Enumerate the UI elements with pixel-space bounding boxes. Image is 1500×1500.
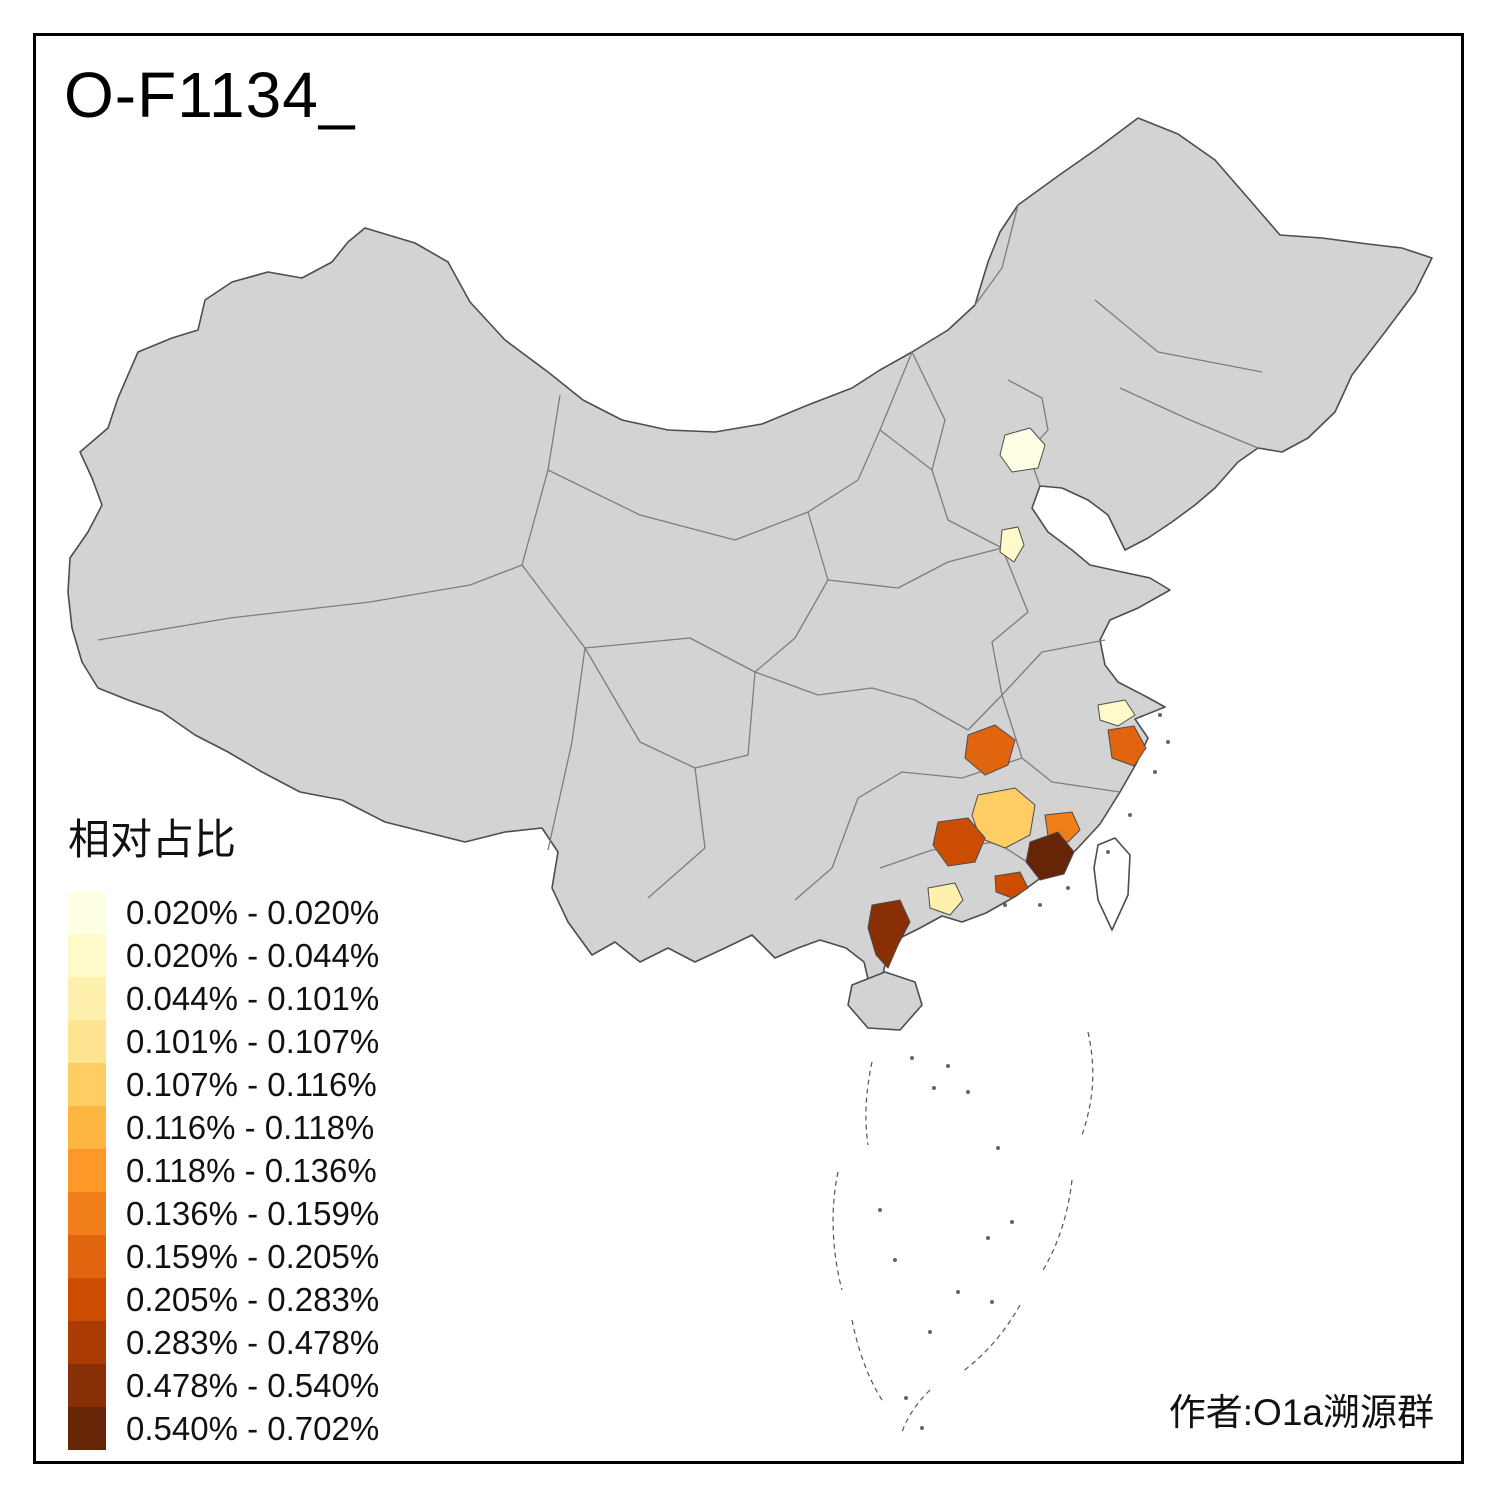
legend-label: 0.159% - 0.205% (126, 1237, 380, 1275)
legend-swatch (68, 1149, 106, 1192)
legend-item: 0.136% - 0.159% (68, 1192, 379, 1235)
legend-label: 0.044% - 0.101% (126, 979, 380, 1017)
legend-item: 0.044% - 0.101% (68, 977, 379, 1020)
legend-item: 0.020% - 0.044% (68, 934, 379, 977)
legend-item: 0.478% - 0.540% (68, 1364, 379, 1407)
legend: 相对占比 0.020% - 0.020% 0.020% - 0.044% 0.0… (68, 806, 379, 1450)
legend-swatch (68, 891, 106, 934)
legend-item: 0.205% - 0.283% (68, 1278, 379, 1321)
highlight-region-3 (1097, 699, 1136, 727)
legend-label: 0.101% - 0.107% (126, 1022, 380, 1060)
legend-swatch (68, 1407, 106, 1450)
legend-item: 0.118% - 0.136% (68, 1149, 379, 1192)
hainan-island (847, 971, 923, 1031)
legend-swatch (68, 1063, 106, 1106)
highlight-region-12 (867, 899, 911, 969)
legend-label: 0.118% - 0.136% (126, 1151, 377, 1189)
highlight-region-10 (927, 882, 964, 916)
legend-swatch (68, 1192, 106, 1235)
legend-swatch (68, 1364, 106, 1407)
highlight-region-9 (1025, 831, 1075, 881)
legend-swatch (68, 1235, 106, 1278)
highlight-region-2 (999, 526, 1025, 563)
attribution: 作者:O1a溯源群 (1168, 1392, 1434, 1433)
legend-label: 0.205% - 0.283% (126, 1280, 380, 1318)
highlight-regions (867, 427, 1147, 969)
legend-label: 0.107% - 0.116% (126, 1065, 377, 1103)
legend-item: 0.159% - 0.205% (68, 1235, 379, 1278)
south-china-sea-dashes (832, 713, 1170, 1433)
highlight-region-11 (994, 871, 1029, 899)
highlight-region-6 (971, 787, 1036, 849)
legend-label: 0.283% - 0.478% (126, 1323, 380, 1361)
taiwan-island (1093, 837, 1131, 931)
legend-item: 0.020% - 0.020% (68, 891, 379, 934)
legend-item: 0.116% - 0.118% (68, 1106, 379, 1149)
highlight-region-7 (932, 817, 986, 867)
legend-swatch (68, 934, 106, 977)
legend-swatch (68, 1020, 106, 1063)
legend-item: 0.101% - 0.107% (68, 1020, 379, 1063)
highlight-region-4 (964, 724, 1016, 776)
highlight-region-5 (1107, 725, 1147, 767)
legend-item: 0.283% - 0.478% (68, 1321, 379, 1364)
legend-title: 相对占比 (68, 816, 237, 863)
legend-item: 0.540% - 0.702% (68, 1407, 379, 1450)
china-mainland (67, 117, 1433, 997)
page-title: O-F1134_ (64, 59, 356, 131)
legend-label: 0.478% - 0.540% (126, 1366, 380, 1404)
legend-label: 0.136% - 0.159% (126, 1194, 380, 1232)
legend-swatch (68, 1278, 106, 1321)
legend-label: 0.020% - 0.020% (126, 893, 380, 931)
plot-frame (33, 33, 1464, 1464)
legend-label: 0.116% - 0.118% (126, 1108, 375, 1146)
legend-label: 0.540% - 0.702% (126, 1409, 380, 1447)
legend-item: 0.107% - 0.116% (68, 1063, 379, 1106)
legend-swatch (68, 977, 106, 1020)
highlight-region-1 (999, 427, 1046, 473)
legend-swatch (68, 1321, 106, 1364)
legend-swatch (68, 1106, 106, 1149)
legend-label: 0.020% - 0.044% (126, 936, 380, 974)
